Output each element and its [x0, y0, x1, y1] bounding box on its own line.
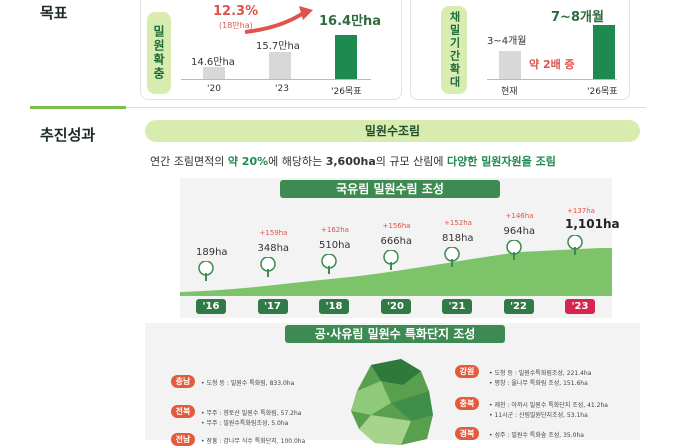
- public-title: 공·사유림 밀원수 특화단지 조성: [285, 325, 505, 343]
- year-chip: '16: [196, 299, 226, 314]
- year-chip: '20: [380, 299, 411, 314]
- tree-icon: [259, 257, 276, 277]
- bar-label-20: 14.6만ha: [191, 57, 235, 68]
- increase-arrow-icon: [244, 6, 313, 34]
- national-panel: 국유림 밀원수림 조성: [180, 178, 612, 318]
- area-value: 189ha: [196, 247, 228, 258]
- region-note: • 도청 등 : 밀원수특화림조성, 221.4ha: [489, 370, 592, 377]
- goal-label: 목표: [40, 4, 68, 22]
- korea-map-icon: [351, 359, 433, 445]
- area-value: 818ha: [442, 233, 474, 244]
- year-chip: '23: [565, 299, 595, 314]
- region-note: • 11시군 : 산림밀원단지조성, 53.1ha: [489, 412, 588, 419]
- bar-label-23: 15.7만ha: [256, 41, 300, 52]
- result-header: 밀원수조림: [145, 120, 640, 142]
- area-value: 1,101ha: [565, 217, 620, 231]
- year-chip: '17: [257, 299, 288, 314]
- tree-icon: [382, 250, 399, 270]
- period-pill: 채밀기간확대: [441, 6, 467, 94]
- tree-icon: [444, 247, 460, 267]
- area-value: 510ha: [319, 240, 351, 251]
- tree-icon: [505, 240, 522, 260]
- expand-pill: 밀원확충: [147, 12, 171, 94]
- public-panel: 공·사유림 밀원수 특화단지 조성 충남 • 도청 등 : 밀원수 특화림, 83…: [145, 323, 640, 446]
- increase-sub: (18만ha): [219, 21, 253, 30]
- national-title: 국유림 밀원수림 조성: [280, 180, 500, 198]
- region-note: • 장흥 : 감나무 식수 특화단지, 100.0ha: [201, 438, 306, 445]
- section-divider: [126, 107, 646, 108]
- result-label: 추진성과: [40, 126, 96, 144]
- region-badge: 경북: [455, 427, 479, 440]
- bar-23: [269, 52, 291, 79]
- bar-current: [499, 51, 521, 79]
- bar-label-26: 16.4만ha: [319, 14, 382, 29]
- increment-label: +137ha: [567, 207, 595, 215]
- area-value: 348ha: [257, 243, 290, 254]
- x-current: 현재: [501, 87, 518, 97]
- expand-chart-area: [181, 35, 371, 80]
- x-target: '26목표: [587, 87, 618, 97]
- increment-label: +162ha: [321, 226, 349, 234]
- bar-target: [593, 25, 615, 79]
- x-23: '23: [275, 84, 289, 94]
- period-chart-area: [487, 25, 617, 80]
- period-target-label: 7~8개월: [551, 10, 604, 25]
- region-note: • 제천 : 아까시 밀원수 특화단지 조성, 41.2ha: [489, 402, 608, 409]
- increment-label: +159ha: [259, 229, 288, 237]
- region-badge: 강원: [455, 365, 479, 378]
- period-multiplier: 약 2배 증: [529, 58, 575, 71]
- increase-pct: 12.3%: [213, 4, 259, 19]
- growth-area: [180, 248, 612, 296]
- area-value: 666ha: [380, 236, 413, 247]
- section-divider-accent: [30, 106, 126, 109]
- year-chip: '22: [503, 299, 534, 314]
- tree-icon: [198, 261, 214, 281]
- increment-label: +156ha: [382, 222, 411, 230]
- region-note: • 무주 : 밀원수특화림조성, 5.0ha: [201, 420, 289, 427]
- period-panel: 채밀기간확대 3~4개월 7~8개월 약 2배 증 현재 '26목표: [410, 0, 630, 100]
- region-note: • 무주 : 향토산 밀원수 특화림, 57.2ha: [201, 410, 302, 417]
- region-note: • 평창 : 울나무 특화림 조성, 151.6ha: [489, 380, 588, 387]
- increment-label: +152ha: [444, 219, 472, 227]
- bar-20: [203, 67, 225, 79]
- increment-label: +146ha: [505, 212, 534, 220]
- area-value: 964ha: [503, 226, 536, 237]
- region-badge: 충북: [455, 397, 479, 410]
- x-26: '26목표: [331, 87, 362, 97]
- year-chip: '18: [319, 299, 349, 314]
- period-current-label: 3~4개월: [487, 36, 527, 47]
- result-description: 연간 조림면적의 약 20%에 해당하는 3,600ha의 규모 산림에 다양한…: [150, 155, 556, 168]
- region-note: • 성주 : 밀원수 특화숲 조성, 35.0ha: [489, 432, 584, 439]
- goal-section: 목표 밀원확충 12.3% (18만ha) 14.6만ha 15.7만ha 16…: [0, 0, 700, 108]
- year-chip: '21: [442, 299, 472, 314]
- region-badge: 전북: [171, 405, 195, 418]
- x-20: '20: [207, 84, 221, 94]
- region-badge: 충남: [171, 375, 195, 388]
- expand-panel: 밀원확충 12.3% (18만ha) 14.6만ha 15.7만ha 16.4만…: [140, 0, 402, 100]
- tree-icon: [321, 254, 337, 274]
- bar-26: [335, 35, 357, 79]
- region-note: • 도청 등 : 밀원수 특화림, 833.0ha: [201, 380, 295, 387]
- tree-icon: [567, 235, 583, 255]
